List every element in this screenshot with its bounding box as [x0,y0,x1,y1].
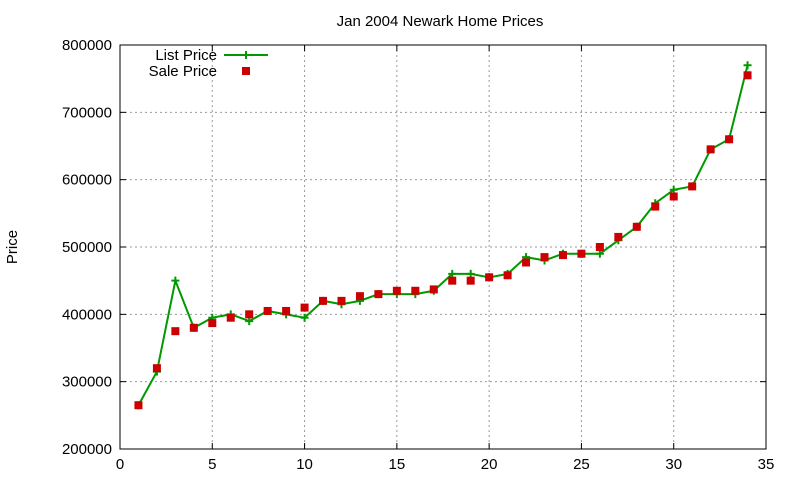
x-tick-label: 20 [481,456,498,473]
legend-marker-list-price [242,51,250,59]
sale-price-point [411,286,420,295]
y-tick-label: 400000 [62,306,112,323]
sale-price-point [595,243,604,251]
legend-label-sale-price: Sale Price [149,63,217,80]
legend: List Price Sale Price [149,47,268,80]
sale-price-point [706,145,715,154]
list-price-point [171,276,180,285]
y-tick-label: 600000 [62,172,112,189]
list-price-point [466,269,475,278]
sale-price-point [614,232,623,241]
sale-price-point [355,292,364,301]
sale-price-point [152,364,161,373]
legend-label-list-price: List Price [155,47,217,64]
sale-price-point [189,323,198,332]
list-price-point [300,313,309,322]
legend-marker-sale-price [242,67,250,75]
sale-price-point [134,401,143,410]
sale-price-point [503,271,512,280]
sale-price-point [374,290,383,299]
sale-price-point [263,306,272,315]
y-tick-label: 500000 [62,239,112,256]
list-price-line [137,64,749,406]
sale-price-point [669,192,678,201]
list-price-point [669,185,678,194]
sale-price-point [466,276,475,285]
sale-price-point [522,258,531,267]
sale-price-point [319,296,328,305]
sale-price-point [226,313,235,322]
sale-price-point [337,296,346,305]
sale-price-point [540,253,549,262]
sale-price-point [171,327,180,336]
x-tick-label: 0 [116,456,124,473]
list-price-point [448,269,457,278]
sale-price-point [688,182,697,191]
sale-price-point [448,276,457,285]
sale-price-point [632,222,641,231]
sale-price-point [392,286,401,295]
sale-price-point [300,303,309,312]
list-price-point [595,249,604,258]
tick-layer: 0 5 10 15 20 25 30 35 200000 300000 400000 500000 60… [62,37,774,473]
y-tick-label: 200000 [62,441,112,458]
list-price-point [743,61,752,70]
sale-price-point [725,135,734,144]
sale-price-point [558,251,567,260]
sale-price-point [429,285,438,294]
chart-title: Jan 2004 Newark Home Prices [337,13,544,30]
y-axis-label: Price [4,230,21,264]
x-tick-label: 35 [758,456,775,473]
y-tick-label: 700000 [62,104,112,121]
x-tick-label: 10 [296,456,313,473]
sale-price-point [485,273,494,282]
grid-layer [120,45,766,449]
x-tick-label: 25 [573,456,590,473]
list-price-point [245,317,254,326]
y-tick-label: 800000 [62,37,112,54]
x-tick-label: 15 [389,456,406,473]
sale-price-point [743,71,752,80]
sale-price-point [245,310,254,319]
sale-price-point [577,249,586,258]
x-tick-label: 5 [208,456,216,473]
sale-price-point [651,202,660,211]
sale-price-point [208,319,217,328]
x-tick-label: 30 [665,456,682,473]
y-tick-label: 300000 [62,374,112,391]
series-layer [134,61,752,410]
sale-price-point [282,306,291,315]
